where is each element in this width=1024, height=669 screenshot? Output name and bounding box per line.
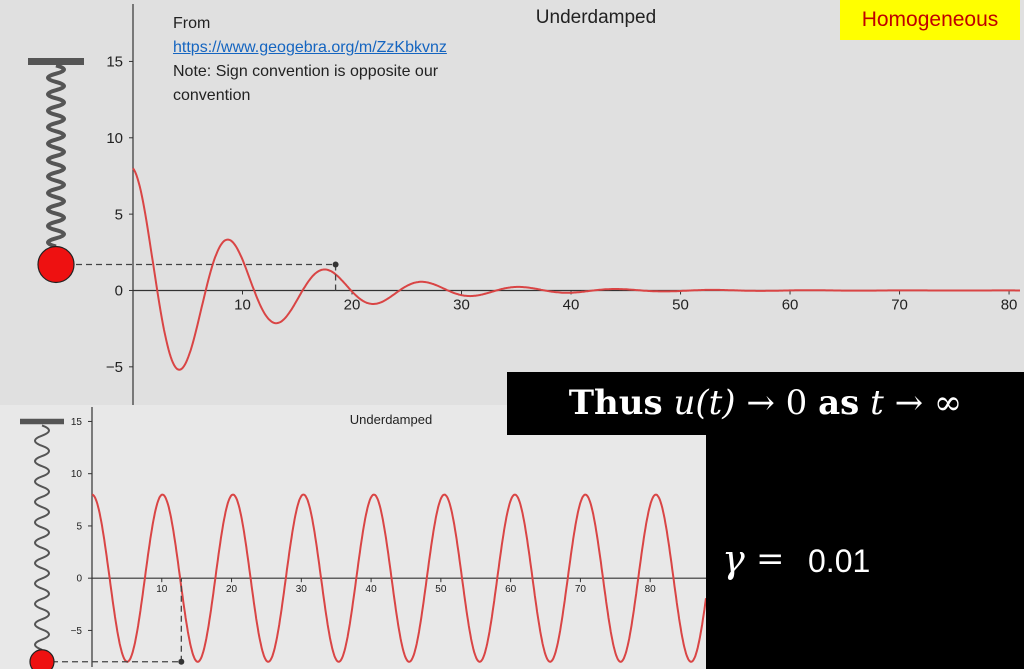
y-tick-label: 0 — [115, 283, 123, 300]
homogeneous-tag: Homogeneous — [840, 0, 1020, 40]
mini-x-tick-label: 20 — [226, 584, 238, 595]
mini-displacement-curve — [91, 493, 706, 663]
mini-current-point — [178, 658, 185, 665]
current-point — [332, 261, 339, 268]
x-tick-label: 10 — [234, 296, 251, 313]
sign-convention-note: Note: Sign convention is opposite our co… — [173, 63, 439, 104]
chart-title: Underdamped — [536, 7, 656, 28]
y-tick-label: −5 — [106, 359, 123, 376]
source-link[interactable]: https://www.geogebra.org/m/ZzKbkvnz — [173, 39, 447, 56]
gamma-symbol: γ — [722, 537, 745, 581]
x-tick-label: 50 — [672, 296, 689, 313]
x-tick-label: 40 — [563, 296, 580, 313]
arrow-to-zero: → — [746, 383, 775, 423]
mini-chart-background — [0, 405, 706, 669]
gamma-panel: γ = 0.01 — [706, 435, 1024, 669]
mass-ball — [37, 245, 75, 284]
x-tick-label: 20 — [344, 296, 361, 313]
u-of-t: u(t) — [673, 383, 736, 423]
mini-x-tick-label: 70 — [575, 584, 587, 595]
mini-x-tick-label: 80 — [645, 584, 657, 595]
x-tick-label: 30 — [453, 296, 470, 313]
as-word: as — [818, 383, 860, 423]
y-tick-label: 15 — [106, 54, 123, 71]
mini-y-tick-label: 0 — [76, 574, 82, 585]
mini-x-tick-label: 60 — [505, 584, 517, 595]
displacement-curve — [132, 167, 1020, 371]
mini-y-tick-label: 10 — [71, 469, 83, 480]
x-tick-label: 60 — [782, 296, 799, 313]
zero-value: 0 — [785, 383, 808, 423]
mini-mass-ball — [29, 649, 55, 669]
gamma-equals: = — [756, 539, 785, 579]
mini-spring-coil — [34, 424, 50, 651]
limit-conclusion: Thus u(t) → 0 as t → ∞ — [507, 372, 1024, 435]
y-tick-label: 10 — [106, 130, 123, 147]
mini-y-tick-label: −5 — [71, 626, 83, 637]
x-tick-label: 70 — [891, 296, 908, 313]
spring-coil — [46, 63, 66, 249]
thus-word: Thus — [568, 383, 663, 423]
source-from: From — [173, 15, 211, 32]
t-variable: t — [870, 383, 884, 423]
source-note: From https://www.geogebra.org/m/ZzKbkvnz… — [173, 12, 513, 108]
mini-x-tick-label: 40 — [366, 584, 378, 595]
mini-x-tick-label: 50 — [435, 584, 447, 595]
y-tick-label: 5 — [115, 206, 123, 223]
mini-x-tick-label: 30 — [296, 584, 308, 595]
mini-x-tick-label: 10 — [156, 584, 168, 595]
x-tick-label: 80 — [1001, 296, 1018, 313]
infinity-symbol: ∞ — [933, 383, 963, 423]
gamma-value: 0.01 — [808, 543, 871, 579]
mini-chart-title: Underdamped — [350, 412, 432, 427]
chart-background — [0, 0, 1024, 405]
arrow-to-infinity: → — [894, 383, 924, 423]
mini-y-tick-label: 15 — [71, 417, 83, 428]
mini-y-tick-label: 5 — [76, 521, 82, 532]
